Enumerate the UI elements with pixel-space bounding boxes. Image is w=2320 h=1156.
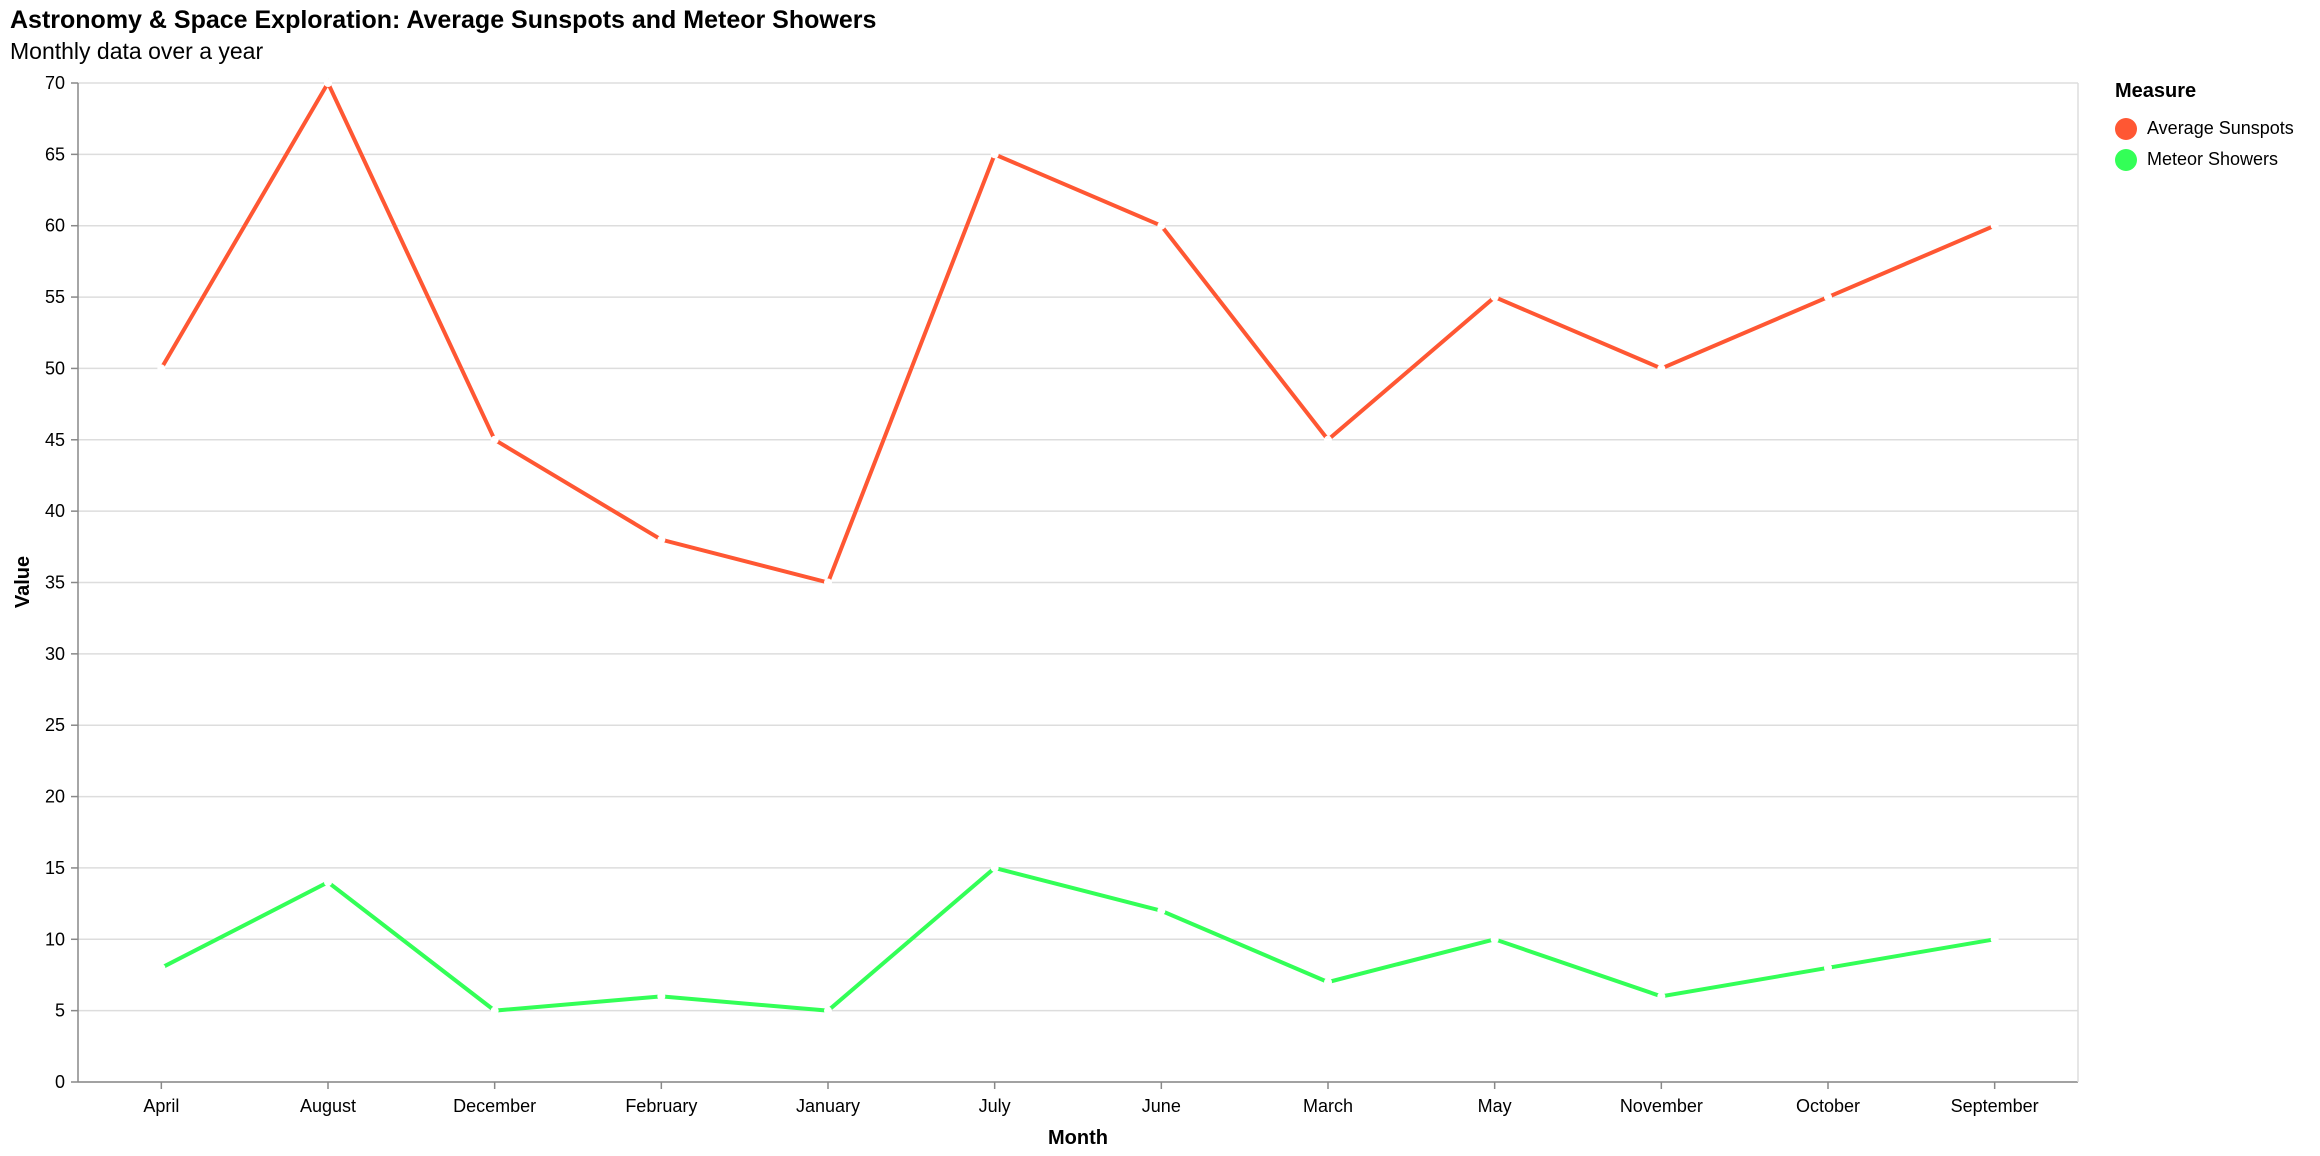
data-point[interactable] (824, 1006, 832, 1015)
data-point[interactable] (157, 963, 166, 972)
x-tick-label: August (300, 1096, 356, 1116)
x-tick-label: December (453, 1096, 536, 1116)
y-tick-label: 15 (45, 858, 65, 878)
data-point[interactable] (1657, 364, 1666, 373)
y-tick-label: 40 (45, 501, 65, 521)
data-point[interactable] (824, 578, 832, 587)
y-axis-ticks: 0 5 10 15 20 25 30 35 40 45 50 55 60 65 70 (45, 73, 78, 1092)
data-point[interactable] (490, 435, 499, 444)
data-point[interactable] (490, 1006, 499, 1015)
series-line-0 (159, 78, 1996, 585)
x-tick-label: October (1796, 1096, 1860, 1116)
y-tick-label: 55 (45, 287, 65, 307)
data-point[interactable] (990, 863, 999, 872)
x-tick-label: January (796, 1096, 860, 1116)
data-point[interactable] (324, 79, 332, 87)
x-tick-label: April (143, 1096, 179, 1116)
data-point[interactable] (990, 150, 999, 159)
x-tick-label: November (1620, 1096, 1703, 1116)
gridlines (78, 82, 2078, 1083)
y-tick-label: 70 (45, 73, 65, 93)
y-tick-label: 0 (55, 1072, 65, 1092)
x-tick-label: March (1303, 1096, 1353, 1116)
data-point[interactable] (1824, 293, 1832, 302)
data-point[interactable] (657, 535, 666, 544)
chart-subtitle: Monthly data over a year (10, 38, 264, 64)
legend-label: Average Sunspots (2147, 118, 2294, 138)
data-point[interactable] (1990, 221, 1999, 230)
x-axis-title: Month (1048, 1127, 1108, 1149)
data-point[interactable] (1990, 935, 1999, 944)
data-point[interactable] (324, 878, 332, 887)
data-point[interactable] (1157, 221, 1166, 230)
series-line-1 (160, 865, 1996, 1013)
x-tick-label: June (1142, 1096, 1181, 1116)
data-point[interactable] (1324, 978, 1332, 987)
data-point[interactable] (1157, 906, 1166, 915)
y-tick-label: 35 (45, 573, 65, 593)
data-point[interactable] (1824, 963, 1832, 972)
data-point[interactable] (1490, 293, 1499, 302)
legend-label: Meteor Showers (2147, 149, 2279, 169)
data-point[interactable] (1490, 935, 1499, 944)
y-tick-label: 30 (45, 644, 65, 664)
x-tick-label: February (625, 1096, 697, 1116)
y-tick-label: 5 (55, 1001, 65, 1021)
legend-title: Measure (2115, 80, 2197, 102)
x-tick-label: September (1951, 1096, 2039, 1116)
y-tick-label: 60 (45, 216, 65, 236)
data-point[interactable] (1324, 435, 1332, 444)
y-tick-label: 10 (45, 929, 65, 949)
data-point[interactable] (1657, 992, 1666, 1001)
legend: Measure Average Sunspots Meteor Showers (2115, 80, 2294, 175)
y-tick-label: 45 (45, 430, 65, 450)
y-axis-title: Value (12, 556, 34, 608)
y-tick-label: 20 (45, 787, 65, 807)
y-tick-label: 65 (45, 144, 65, 164)
legend-swatch (2115, 148, 2137, 171)
data-point[interactable] (657, 992, 666, 1001)
y-tick-label: 25 (45, 715, 65, 735)
chart-title: Astronomy & Space Exploration: Average S… (10, 6, 877, 34)
data-point[interactable] (157, 364, 166, 373)
x-tick-label: May (1478, 1096, 1512, 1116)
legend-item: Average Sunspots (2115, 113, 2294, 144)
series-lines (157, 78, 1999, 1015)
legend-swatch (2115, 117, 2137, 140)
y-tick-label: 50 (45, 358, 65, 378)
x-tick-label: July (979, 1096, 1011, 1116)
x-axis-ticks: April August December February January July Ju… (143, 1082, 2039, 1116)
legend-item: Meteor Showers (2115, 144, 2294, 175)
